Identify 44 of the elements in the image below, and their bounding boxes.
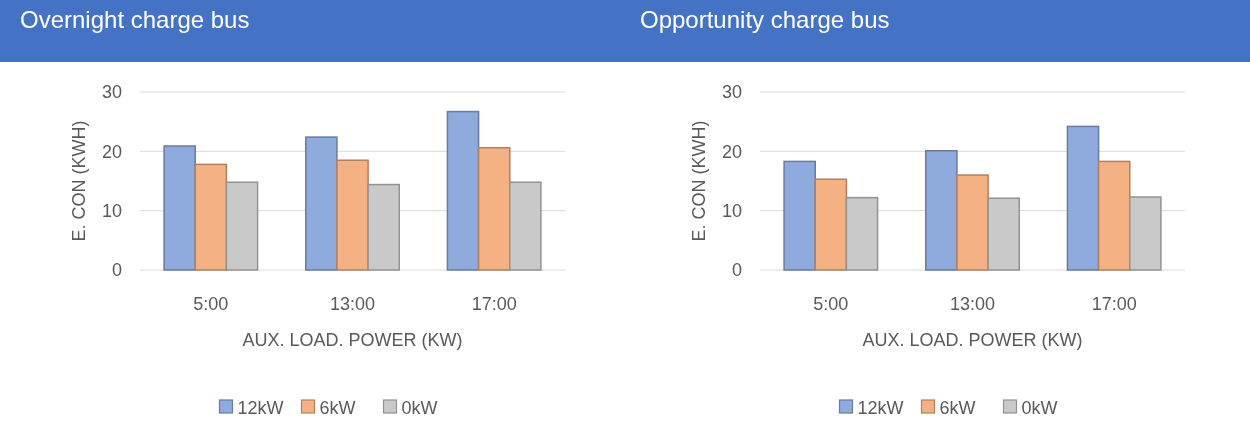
- y-tick-label: 30: [721, 82, 742, 103]
- x-tick-label: 5:00: [813, 294, 849, 314]
- y-tick-label: 10: [721, 200, 742, 221]
- bar: [1097, 160, 1131, 271]
- x-tick-label: 13:00: [949, 294, 996, 314]
- legend-label: 0kW: [1021, 398, 1058, 419]
- bar: [845, 196, 879, 271]
- bar: [925, 149, 958, 271]
- chart-title: Opportunity charge bus: [640, 6, 890, 33]
- x-tick-label: 17:00: [471, 294, 517, 314]
- legend-label: 0kW: [401, 398, 438, 419]
- x-tick-label: 5:00: [193, 294, 229, 314]
- y-tick-label: 20: [101, 141, 122, 162]
- legend-label: 12kW: [857, 398, 904, 419]
- y-tick-label: 30: [101, 82, 122, 103]
- bar: [336, 159, 369, 271]
- x-axis-title: AUX. LOAD. POWER (KW): [242, 330, 463, 350]
- bar: [477, 147, 511, 271]
- bar: [446, 110, 480, 271]
- bar: [305, 136, 338, 271]
- legend-label: 6kW: [319, 398, 356, 419]
- x-tick-label: 17:00: [1091, 294, 1137, 314]
- y-tick-label: 20: [721, 141, 742, 162]
- y-axis-title: E. CON (KWH): [69, 120, 89, 242]
- x-tick-label: 13:00: [329, 294, 376, 314]
- bar: [163, 145, 196, 271]
- y-axis-title: E. CON (KWH): [689, 120, 709, 242]
- y-tick-label: 10: [101, 200, 122, 221]
- bar: [194, 163, 228, 271]
- bar: [783, 160, 816, 271]
- bar: [1066, 125, 1100, 271]
- bar: [956, 174, 989, 271]
- x-axis-title: AUX. LOAD. POWER (KW): [862, 330, 1083, 350]
- bar: [1129, 196, 1162, 271]
- legend-label: 6kW: [939, 398, 976, 419]
- bar: [225, 181, 259, 271]
- bar: [987, 197, 1020, 271]
- chart-title: Overnight charge bus: [20, 6, 250, 33]
- y-tick-label: 0: [731, 260, 742, 281]
- y-tick-label: 0: [111, 260, 122, 281]
- bar: [509, 181, 542, 271]
- bar: [814, 178, 848, 271]
- legend-label: 12kW: [237, 398, 284, 419]
- bar: [367, 183, 400, 271]
